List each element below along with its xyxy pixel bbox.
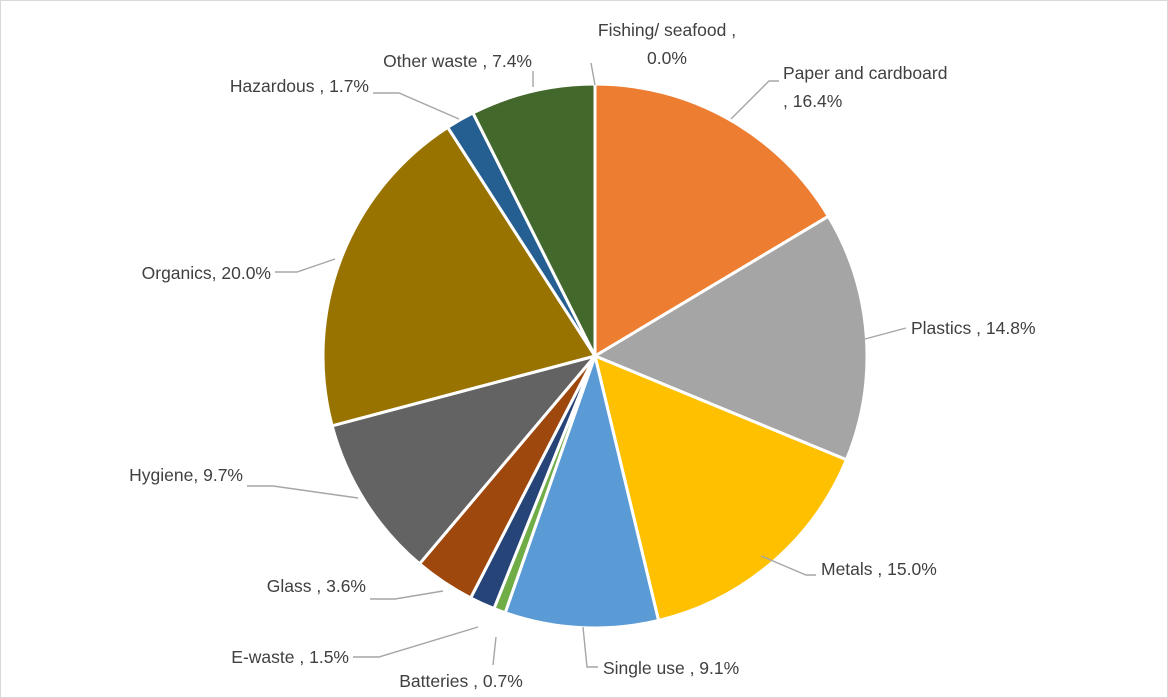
data-label-paper-and-cardboard: Paper and cardboard , 16.4% <box>783 63 947 111</box>
pie-slice-hygiene <box>330 354 597 566</box>
data-label-line: , 16.4% <box>783 91 842 111</box>
leader-line-glass <box>370 590 444 600</box>
data-label-glass: Glass , 3.6% <box>267 576 366 596</box>
pie-slice-plastics <box>593 214 869 462</box>
data-label-line: Hygiene, 9.7% <box>129 465 243 485</box>
data-label-line: Fishing/ seafood , <box>598 20 736 40</box>
pie-slice-paper-and-cardboard <box>593 82 830 358</box>
data-labels: Fishing/ seafood , 0.0% Paper and cardboar… <box>129 20 1035 691</box>
data-label-line: Single use , 9.1% <box>603 658 739 678</box>
data-label-hygiene: Hygiene, 9.7% <box>129 465 243 485</box>
leader-line-fishing-seafood <box>590 62 596 86</box>
pie-slice-other-waste <box>471 82 597 358</box>
data-label-batteries: Batteries , 0.7% <box>399 671 523 691</box>
leader-line-batteries <box>492 636 497 666</box>
data-label-line: Paper and cardboard <box>783 63 947 83</box>
data-label-single-use: Single use , 9.1% <box>603 658 739 678</box>
leader-line-organics <box>275 258 336 273</box>
data-label-metals: Metals , 15.0% <box>821 559 937 579</box>
pie-slices <box>321 82 869 630</box>
leader-line-hygiene <box>247 485 359 499</box>
pie-slice-organics <box>321 125 597 428</box>
data-label-other-waste: Other waste , 7.4% <box>383 51 532 71</box>
data-label-line: Plastics , 14.8% <box>911 318 1036 338</box>
data-label-e-waste: E-waste , 1.5% <box>231 647 349 667</box>
data-label-line: Other waste , 7.4% <box>383 51 532 71</box>
data-label-line: Batteries , 0.7% <box>399 671 523 691</box>
leader-line-e-waste <box>353 626 479 658</box>
leader-line-hazardous <box>373 92 460 120</box>
data-label-line: Metals , 15.0% <box>821 559 937 579</box>
data-label-fishing-seafood: Fishing/ seafood , 0.0% <box>598 20 736 68</box>
data-label-line: 0.0% <box>647 48 687 68</box>
data-label-hazardous: Hazardous , 1.7% <box>230 76 369 96</box>
leader-line-metals <box>760 555 816 576</box>
leader-line-single-use <box>582 626 598 668</box>
pie-slice-single-use <box>503 354 661 630</box>
data-label-plastics: Plastics , 14.8% <box>911 318 1036 338</box>
data-label-line: Hazardous , 1.7% <box>230 76 369 96</box>
data-label-organics: Organics, 20.0% <box>142 263 271 283</box>
leader-line-plastics <box>864 327 907 340</box>
data-label-line: Organics, 20.0% <box>142 263 271 283</box>
data-label-line: Glass , 3.6% <box>267 576 366 596</box>
data-label-line: E-waste , 1.5% <box>231 647 349 667</box>
pie-slice-metals <box>593 354 848 622</box>
leader-line-paper-and-cardboard <box>730 80 779 120</box>
